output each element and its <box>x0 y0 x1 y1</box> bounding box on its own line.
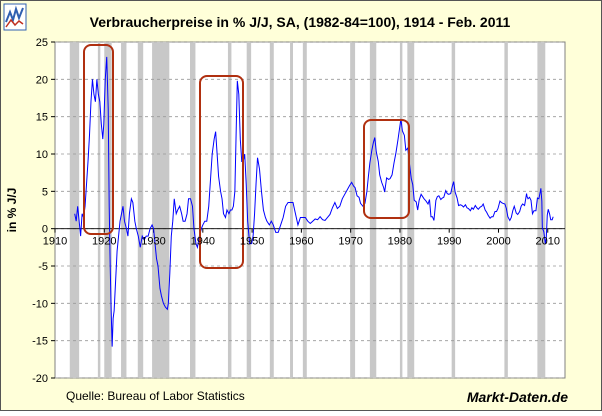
y-tick-label: 20 <box>36 74 48 86</box>
recession-band <box>407 43 415 377</box>
source: Quelle: Bureau of Labor Statistics <box>66 389 245 403</box>
x-tick-label: 1990 <box>437 236 461 248</box>
y-tick-label: -5 <box>38 261 48 273</box>
y-tick-label: -15 <box>32 336 48 348</box>
plot-area <box>54 41 566 379</box>
recession-band <box>269 43 274 377</box>
y-axis-label: in % J/J <box>5 188 19 233</box>
x-tick-label: 1940 <box>191 236 215 248</box>
y-tick-label: 10 <box>36 149 48 161</box>
recession-band <box>227 43 232 377</box>
highlight-box <box>83 44 114 235</box>
recession-band <box>97 43 101 377</box>
x-tick-label: 1920 <box>92 236 116 248</box>
x-tick-label: 2000 <box>486 236 510 248</box>
recession-band <box>451 43 456 377</box>
y-tick-label: 25 <box>36 37 48 49</box>
highlight-box <box>363 119 410 219</box>
recession-band <box>104 43 112 377</box>
y-tick-label: 5 <box>42 186 48 198</box>
logo <box>3 3 27 31</box>
recession-band <box>290 43 293 377</box>
recession-band <box>504 43 508 377</box>
y-tick-label: -20 <box>32 373 48 385</box>
highlights <box>83 44 410 269</box>
recession-band <box>137 43 144 377</box>
plot <box>54 41 565 379</box>
recession-band <box>369 43 377 377</box>
recession-band <box>69 43 80 377</box>
recession-band <box>399 43 403 377</box>
y-tick-label: 0 <box>42 224 48 236</box>
x-tick-label: 2010 <box>536 236 560 248</box>
recession-band <box>152 43 170 377</box>
chart-title: Verbraucherpreise in % J/J, SA, (1982-84… <box>90 14 511 30</box>
recession-band <box>537 43 546 377</box>
brand: Markt-Daten.de <box>467 389 568 405</box>
x-tick-label: 1980 <box>388 236 412 248</box>
cpi-line <box>74 56 554 347</box>
highlight-box <box>199 75 244 269</box>
x-tick-label: 1910 <box>43 236 67 248</box>
x-tick-label: 1930 <box>141 236 165 248</box>
recession-band <box>350 43 356 377</box>
y-tick-label: 15 <box>36 112 48 124</box>
x-tick-label: 1960 <box>289 236 313 248</box>
x-tick-label: 1970 <box>338 236 362 248</box>
recession-band <box>246 43 252 377</box>
recession-band <box>302 43 307 377</box>
y-tick-label: -10 <box>32 298 48 310</box>
x-tick-label: 1950 <box>240 236 264 248</box>
